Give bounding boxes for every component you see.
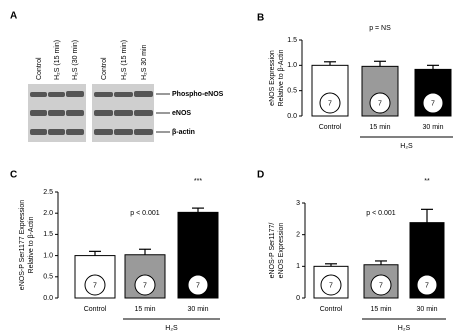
- row-label: Phospho-eNOS: [172, 91, 224, 98]
- panel-letter: A: [10, 11, 17, 22]
- y-axis-label: eNOS Expression: [269, 50, 276, 106]
- n-badge: [319, 92, 341, 114]
- y-tick-label: 1.0: [43, 252, 53, 259]
- bar-chart: B 0.0 0.5 1.0 1.5 eNOS Expression Relative to …: [257, 13, 453, 150]
- row-label: eNOS: [172, 110, 191, 117]
- group-label: H₂S: [398, 325, 411, 332]
- annotation: p < 0.001: [130, 210, 159, 217]
- bar-chart: D 0 1 2 3 eNOS-P Ser1177/eNOS Expression 7 Cont…: [257, 170, 446, 332]
- lane-label: Control: [101, 57, 108, 80]
- lane-label: H₂S (30 min): [72, 40, 79, 80]
- y-tick-label: 0.0: [287, 113, 297, 120]
- y-tick-label: 2.5: [43, 189, 53, 196]
- group-label: H₂S: [400, 143, 413, 150]
- y-tick-label: 1: [296, 263, 300, 270]
- y-axis-label: eNOS-P Ser1177/: [269, 223, 276, 279]
- y-axis-label: Relative to β-Actin: [278, 49, 285, 106]
- n-label: 7: [143, 282, 147, 289]
- n-label: 7: [379, 282, 383, 289]
- n-badge: [187, 274, 209, 296]
- panel-letter: B: [257, 13, 264, 24]
- lane-label: H₂S (15 min): [54, 40, 61, 80]
- n-label: 7: [425, 282, 429, 289]
- y-axis-label: Relative to β-Actin: [28, 216, 35, 273]
- bar-chart: C 0.0 0.5 1.0 1.5 2.0 2.5 eNOS-P Ser1177 Expres…: [10, 170, 220, 332]
- x-tick-label: Control: [320, 306, 343, 313]
- n-label: 7: [196, 282, 200, 289]
- y-tick-label: 1.5: [43, 231, 53, 238]
- annotation: **: [424, 178, 430, 185]
- x-tick-label: 30 min: [416, 306, 437, 313]
- y-tick-label: 2: [296, 232, 300, 239]
- n-badge: [416, 274, 438, 296]
- n-label: 7: [378, 100, 382, 107]
- blot-arrows: [156, 93, 170, 133]
- annotation: p = NS: [369, 25, 391, 32]
- lane-label: H₂S 30 min: [141, 44, 148, 80]
- n-badge: [320, 274, 342, 296]
- x-tick-label: 15 min: [369, 124, 390, 131]
- lane-label: H₂S (15 min): [121, 40, 128, 80]
- blot-bands: [30, 91, 153, 135]
- panel-letter: D: [257, 170, 264, 181]
- n-badge: [370, 274, 392, 296]
- y-tick-label: 0.5: [287, 88, 297, 95]
- n-badge: [422, 92, 444, 114]
- x-tick-label: 15 min: [134, 306, 155, 313]
- n-label: 7: [328, 100, 332, 107]
- x-tick-label: Control: [319, 124, 342, 131]
- row-label: β-actin: [172, 129, 195, 136]
- n-badge: [134, 274, 156, 296]
- n-label: 7: [329, 282, 333, 289]
- y-tick-label: 3: [296, 200, 300, 207]
- y-tick-label: 0.5: [43, 274, 53, 281]
- x-tick-label: 15 min: [370, 306, 391, 313]
- x-tick-label: Control: [84, 306, 107, 313]
- x-tick-label: 30 min: [187, 306, 208, 313]
- panel-letter: C: [10, 170, 17, 181]
- n-badge: [369, 92, 391, 114]
- blot-panel: A: [10, 11, 170, 142]
- x-tick-label: 30 min: [422, 124, 443, 131]
- y-tick-label: 0.0: [43, 295, 53, 302]
- y-tick-label: 0: [296, 295, 300, 302]
- lane-label: Control: [36, 57, 43, 80]
- y-tick-label: 1.5: [287, 37, 297, 44]
- group-label: H₂S: [165, 325, 178, 332]
- y-tick-label: 2.0: [43, 210, 53, 217]
- y-axis-label: eNOS Expression: [278, 223, 285, 279]
- annotation: ***: [194, 178, 202, 185]
- n-label: 7: [431, 100, 435, 107]
- n-badge: [84, 274, 106, 296]
- y-axis-label: eNOS-P Ser1177 Expression: [19, 200, 26, 291]
- annotation: p < 0.001: [366, 210, 395, 217]
- n-label: 7: [93, 282, 97, 289]
- y-tick-label: 1.0: [287, 62, 297, 69]
